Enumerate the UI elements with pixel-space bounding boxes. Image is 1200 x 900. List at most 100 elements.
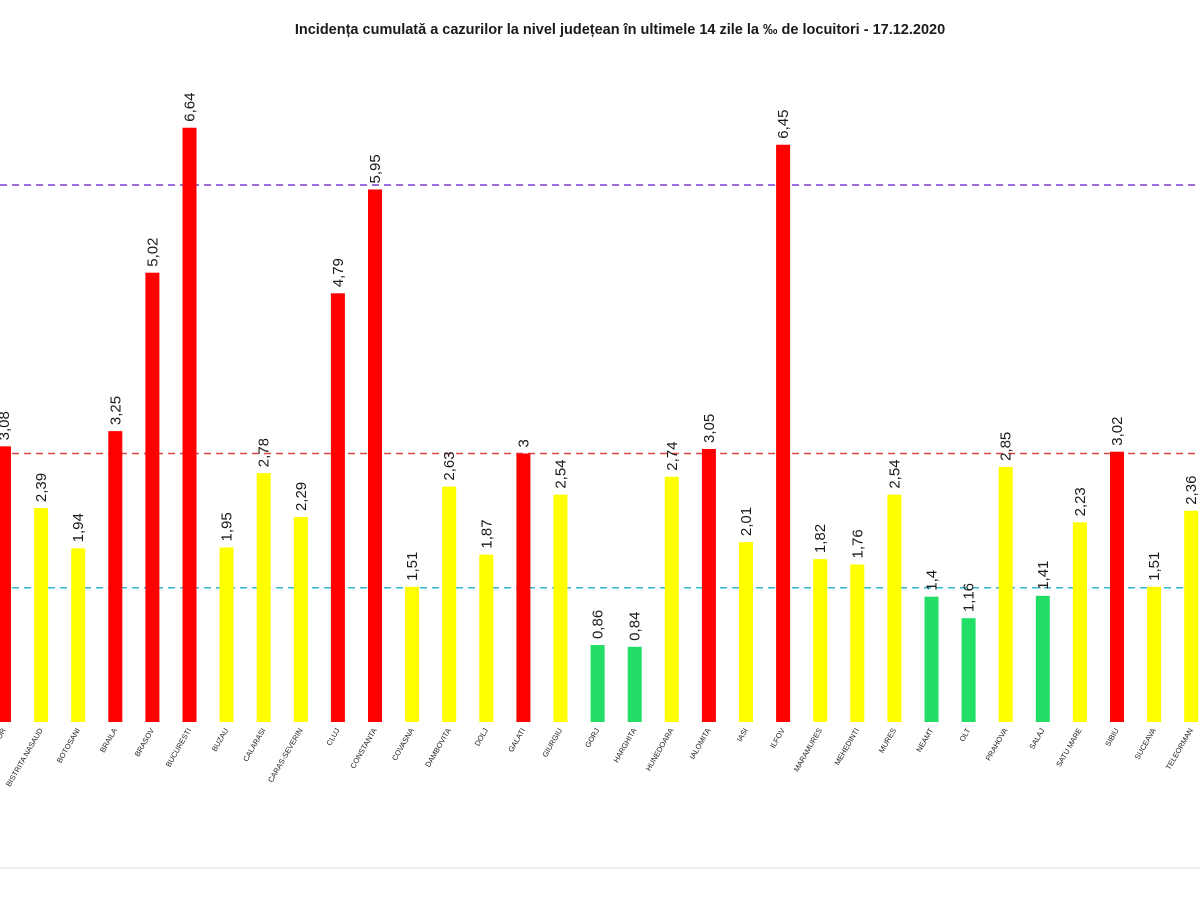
data-label: 1,76 [849,529,866,558]
category-label: MARAMURES [792,727,824,774]
data-label: 2,29 [293,482,310,511]
category-label: BRASOV [133,727,156,759]
category-label: SUCEAVA [1133,727,1158,762]
category-label: GORJ [583,726,601,749]
data-label: 1,82 [812,524,829,553]
bar [924,596,939,722]
category-label: DOLJ [473,726,491,747]
bar [405,586,420,722]
bar [71,548,86,722]
data-label: 1,51 [404,552,421,581]
category-label: MURES [877,727,898,755]
category-label: SIBIU [1103,727,1121,748]
data-label: 2,39 [33,473,50,502]
category-label: BRAILA [98,727,119,755]
bar [34,508,49,722]
category-label: CLUJ [324,726,341,747]
category-label: CALARASI [241,727,267,764]
data-label: 2,54 [886,459,903,488]
category-label: TELEORMAN [1164,727,1195,772]
bar [368,189,382,723]
bar [516,453,531,722]
data-label: 2,01 [738,507,755,536]
data-label: 5,02 [144,238,161,267]
bar [0,446,11,722]
data-label: 1,95 [219,512,236,541]
bar [256,473,271,722]
bar [442,486,457,722]
category-label: SALAJ [1027,726,1046,751]
bar [1184,510,1199,722]
bar [961,618,976,722]
bar [145,272,160,722]
data-label: 6,64 [182,93,199,122]
bar [739,542,753,722]
category-label: NEAMT [914,726,935,754]
category-label: ILFOV [768,727,787,750]
bar [813,559,828,722]
category-label: BISTRITA NASAUD [4,726,45,788]
category-label: BUZAU [210,727,231,754]
data-label: 2,54 [553,459,570,488]
data-label: 3,05 [701,414,718,443]
data-label: 3 [515,439,532,447]
bar [108,431,123,722]
category-label: OLT [958,726,973,743]
data-label: 2,78 [256,438,273,467]
category-label: DAMBOVITA [423,727,453,769]
data-label: 2,74 [664,442,681,471]
category-label: SATU MARE [1054,727,1083,769]
bar [998,466,1013,722]
bar [182,127,197,723]
category-label: BUCURESTI [164,727,193,769]
data-label: 3,02 [1109,417,1126,446]
category-label: GALATI [506,727,527,754]
category-label: CONSTANTA [348,727,378,771]
data-label: 1,16 [961,583,978,612]
bar [1110,451,1124,722]
data-label: 0,84 [627,612,644,641]
data-label: 2,85 [998,432,1015,461]
category-label: IASI [735,727,750,744]
bar [293,517,308,722]
bar [627,646,642,722]
category-label: HARGHITA [612,727,639,765]
data-label: 2,36 [1183,476,1200,505]
bar [1147,586,1162,722]
data-label: 1,94 [70,513,87,542]
data-label: 2,63 [441,451,458,480]
data-label: 1,4 [924,570,941,591]
data-label: 0,86 [590,610,607,639]
bar [850,564,865,722]
bar [701,449,716,722]
category-label: GIURGIU [540,727,564,759]
bar [776,144,791,723]
category-label: COVASNA [390,727,416,763]
bar [590,645,605,722]
bar [664,476,679,722]
bar [1072,522,1087,722]
data-label: 6,45 [775,110,792,139]
data-label: 5,95 [367,154,384,183]
category-label: IALOMITA [688,727,713,761]
category-label: HUNEDOARA [644,727,676,773]
data-label: 3,08 [0,411,13,440]
data-label: 3,25 [107,396,124,425]
data-label: 1,41 [1035,561,1052,590]
data-label: 4,79 [330,258,347,287]
bar [330,293,345,722]
bar [887,494,902,722]
category-label: CARAS-SEVERIN [266,727,304,785]
category-label: PRAHOVA [984,727,1010,763]
bar [1035,595,1050,722]
data-label: 1,87 [478,519,495,548]
bar [219,547,234,722]
category-label: BOTOSANI [55,727,82,765]
category-label: MEHEDINTI [833,727,861,767]
category-label: BIHOR [0,726,8,752]
chart-title: Incidența cumulată a cazurilor la nivel … [294,22,946,38]
bar [479,554,494,722]
data-label: 1,51 [1146,552,1163,581]
bar [553,494,568,722]
